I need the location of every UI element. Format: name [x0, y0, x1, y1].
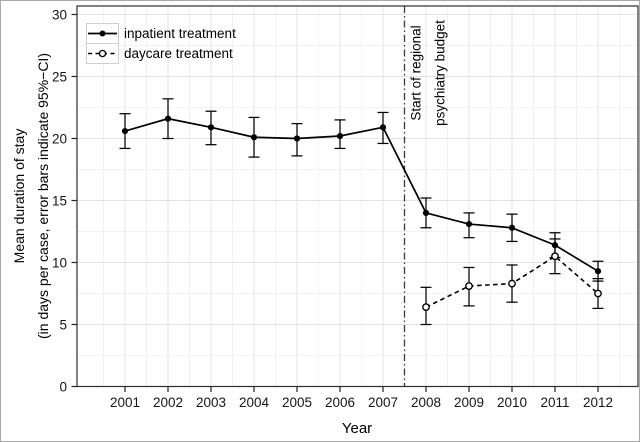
- data-point: [379, 124, 387, 131]
- legend-label-daycare: daycare treatment: [124, 46, 233, 61]
- x-tick-label: 2003: [195, 394, 227, 410]
- legend-key-daycare: [86, 43, 119, 64]
- y-tick-label: 30: [51, 7, 67, 22]
- data-point: [207, 124, 215, 131]
- data-point: [121, 127, 129, 135]
- x-tick-label: 2009: [453, 394, 485, 410]
- y-tick-label: 5: [59, 317, 67, 332]
- x-tick-label: 2006: [324, 394, 356, 410]
- y-axis-title-line2: (in days per case, error bars indicate 9…: [35, 53, 51, 339]
- data-point: [293, 135, 301, 142]
- inpatient-line-sample-icon: [88, 30, 117, 37]
- legend-row-daycare: daycare treatment: [86, 43, 236, 64]
- vline-annotation-line2: psychiatry budget: [432, 20, 448, 126]
- y-tick-label: 20: [51, 131, 67, 146]
- data-point: [594, 268, 602, 275]
- x-tick-label: 2007: [367, 394, 399, 410]
- vline-annotation-line1: Start of regional: [408, 25, 424, 121]
- legend-row-inpatient: inpatient treatment: [86, 23, 236, 44]
- legend-label-inpatient: inpatient treatment: [124, 26, 236, 41]
- y-tick-label: 25: [51, 69, 67, 84]
- x-axis-title: Year: [341, 420, 373, 437]
- x-tick-label: 2005: [281, 394, 313, 410]
- data-point: [422, 303, 430, 312]
- data-point: [551, 252, 559, 261]
- y-tick-label: 10: [51, 255, 67, 270]
- y-tick-label: 15: [51, 193, 67, 208]
- x-tick-label: 2011: [540, 394, 570, 410]
- data-point: [508, 279, 516, 288]
- data-point: [465, 220, 473, 228]
- data-point: [508, 224, 516, 231]
- x-tick-label: 2010: [496, 394, 528, 410]
- legend: inpatient treatment daycare treatment: [86, 23, 236, 64]
- y-tick-label: 0: [59, 379, 67, 394]
- daycare-line-sample-icon: [88, 49, 117, 58]
- x-tick-label: 2002: [152, 394, 184, 410]
- x-tick-label: 2012: [582, 394, 614, 410]
- plot-panel: [77, 6, 638, 387]
- data-point: [422, 209, 430, 216]
- legend-key-inpatient: [86, 23, 119, 44]
- x-tick-label: 2004: [238, 394, 270, 410]
- x-tick-label: 2001: [109, 394, 141, 410]
- data-point: [164, 115, 172, 122]
- data-point: [336, 132, 344, 140]
- data-point: [250, 134, 258, 141]
- data-point: [594, 289, 602, 298]
- series-line-inpatient: [124, 117, 599, 272]
- panel-border: [76, 5, 639, 388]
- data-point: [465, 282, 473, 290]
- y-axis-title-line1: Mean duration of stay: [11, 128, 27, 264]
- x-tick-label: 2008: [410, 394, 442, 410]
